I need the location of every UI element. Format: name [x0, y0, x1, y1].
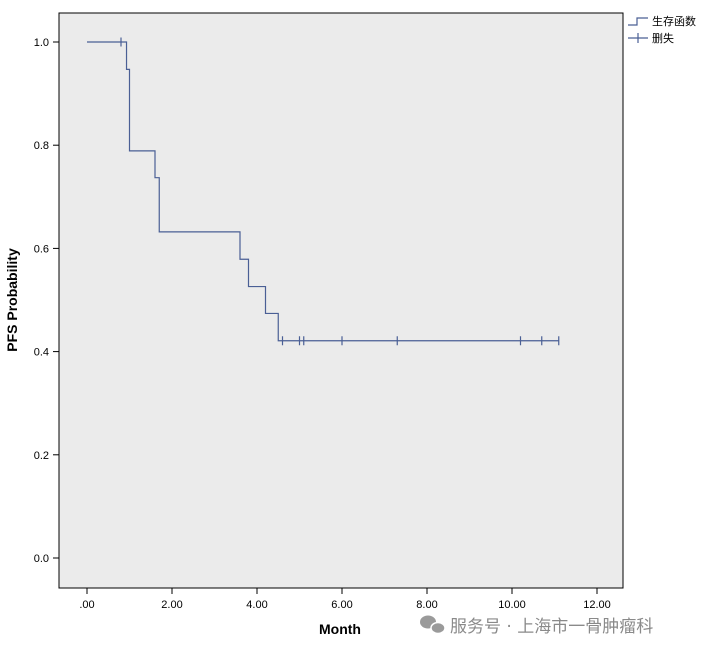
y-axis-title: PFS Probability	[4, 248, 20, 352]
y-tick-label: 0.4	[34, 347, 49, 359]
y-axis: 0.0 0.2 0.4 0.6 0.8 1.0	[34, 37, 59, 565]
plot-area	[58, 12, 624, 589]
censor-marks	[120, 37, 560, 346]
legend-label-censored: 删失	[652, 32, 674, 45]
legend-step-swatch	[628, 17, 648, 26]
y-tick-label: 0.0	[34, 553, 49, 565]
x-tick-label: 8.00	[416, 599, 437, 611]
y-tick-label: 0.6	[34, 243, 49, 255]
x-tick-label: 12.00	[583, 599, 611, 611]
x-tick-label: 4.00	[246, 599, 267, 611]
legend-label-survival: 生存函数	[652, 14, 696, 28]
x-axis: .00 2.00 4.00 6.00 8.00 10.00 12.00	[79, 588, 611, 611]
x-tick-label: 6.00	[331, 599, 352, 611]
wechat-icon	[420, 615, 446, 635]
watermark-text: 服务号 · 上海市一骨肿瘤科	[450, 617, 653, 637]
watermark: 服务号 · 上海市一骨肿瘤科	[420, 615, 653, 637]
survival-step-line	[87, 41, 559, 342]
x-axis-title: Month	[319, 621, 361, 637]
y-tick-label: 0.2	[34, 450, 49, 462]
x-tick-label: 2.00	[161, 599, 182, 611]
x-tick-label: 10.00	[498, 599, 526, 611]
y-tick-label: 0.8	[34, 140, 49, 152]
y-tick-label: 1.0	[34, 37, 49, 49]
x-tick-label: .00	[79, 599, 94, 611]
legend: 生存函数 删失	[628, 14, 696, 45]
